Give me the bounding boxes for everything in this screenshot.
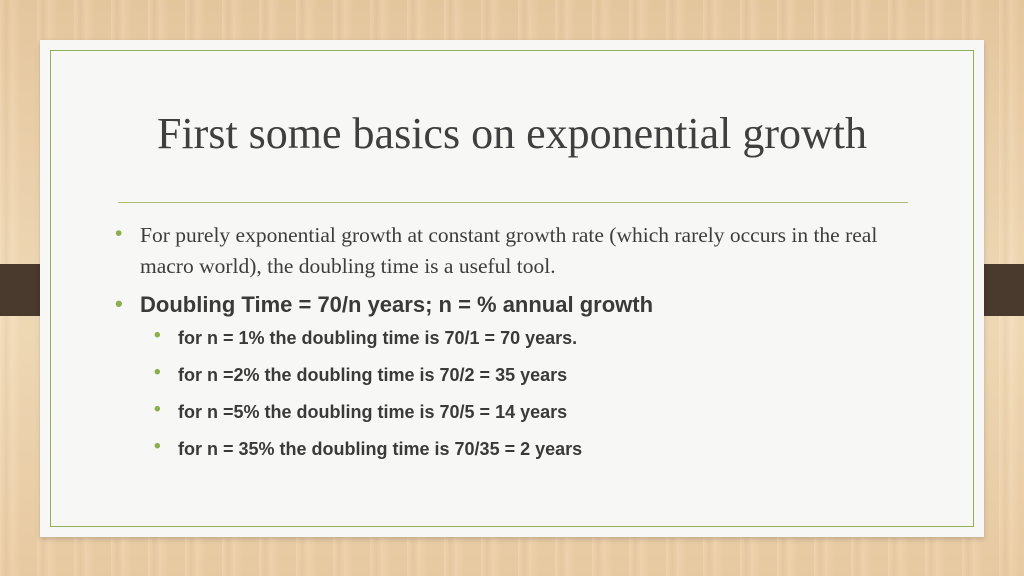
bullet-dot-icon: • <box>154 325 161 346</box>
bullet-doubling-time: • Doubling Time = 70/n years; n = % annu… <box>112 290 892 320</box>
bullet-dot-icon: • <box>154 436 161 457</box>
slide-title: First some basics on exponential growth <box>156 109 867 158</box>
title-divider <box>118 202 908 203</box>
bullet-exponential-growth: • For purely exponential growth at const… <box>112 220 892 282</box>
sub-bullet-item: • for n =2% the doubling time is 70/2 = … <box>152 362 892 387</box>
sub-bullet-text: for n = 1% the doubling time is 70/1 = 7… <box>178 328 578 348</box>
slide-content: • For purely exponential growth at const… <box>112 220 892 474</box>
bullet-dot-icon: • <box>154 362 161 383</box>
slide-card: First some basics on exponential growth … <box>40 40 984 537</box>
bullet-dot-icon: • <box>115 222 123 245</box>
sub-bullet-item: • for n = 1% the doubling time is 70/1 =… <box>152 325 892 350</box>
bullet-text: For purely exponential growth at constan… <box>140 223 878 278</box>
sub-bullet-text: for n =2% the doubling time is 70/2 = 35… <box>178 365 568 385</box>
bullet-text: Doubling Time = 70/n years; n = % annual… <box>140 292 654 317</box>
bullet-dot-icon: • <box>115 291 123 316</box>
sub-bullet-text: for n = 35% the doubling time is 70/35 =… <box>178 439 583 459</box>
slide-frame <box>50 50 974 527</box>
sub-bullet-item: • for n =5% the doubling time is 70/5 = … <box>152 399 892 424</box>
sub-bullet-list: • for n = 1% the doubling time is 70/1 =… <box>112 325 892 461</box>
bullet-dot-icon: • <box>154 399 161 420</box>
sub-bullet-text: for n =5% the doubling time is 70/5 = 14… <box>178 402 568 422</box>
sub-bullet-item: • for n = 35% the doubling time is 70/35… <box>152 436 892 461</box>
